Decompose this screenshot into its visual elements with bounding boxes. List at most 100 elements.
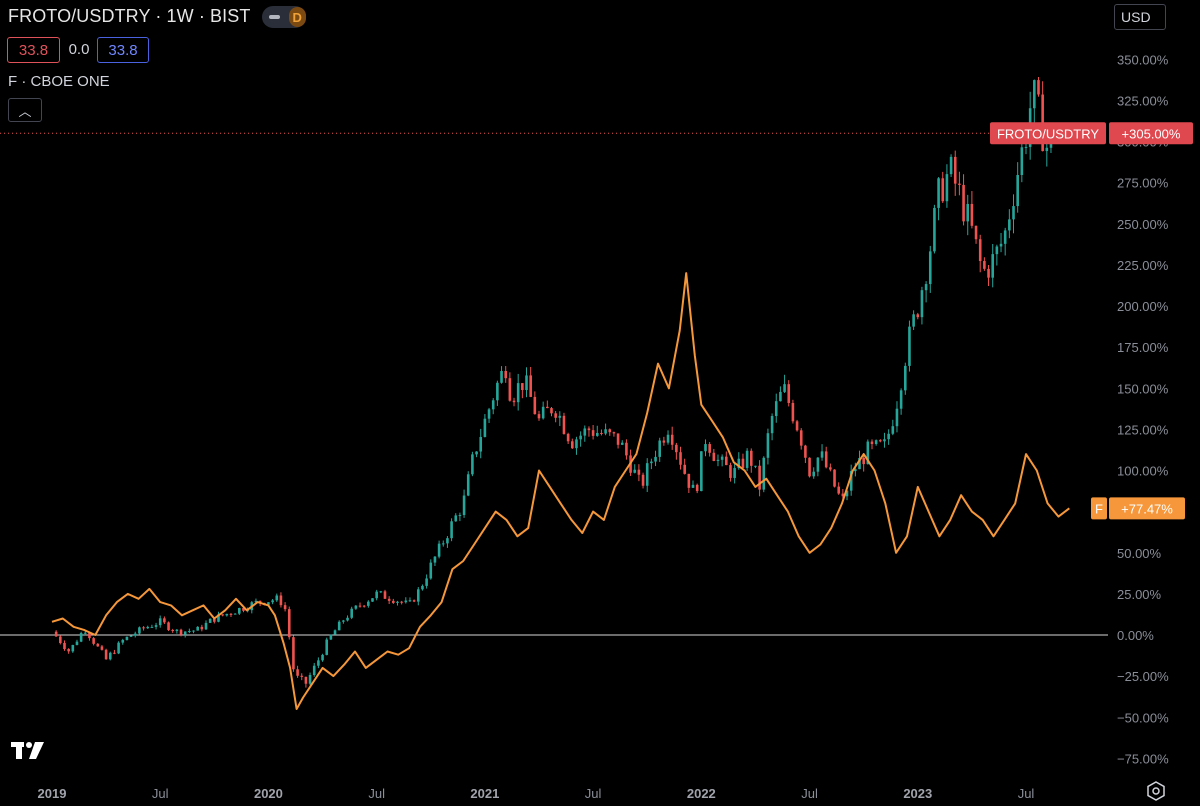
candle-body — [604, 429, 607, 434]
candle-body — [600, 432, 603, 434]
candle-body — [487, 409, 491, 419]
candle-body — [204, 622, 208, 630]
candle-body — [158, 618, 162, 626]
x-tick-label: Jul — [1018, 786, 1035, 801]
y-tick-label: 275.00% — [1117, 176, 1169, 191]
candle-body — [225, 613, 229, 616]
bid-price-button[interactable]: 33.8 — [7, 37, 60, 63]
candle-body — [891, 426, 895, 434]
candle-body — [346, 617, 349, 621]
candle-body — [933, 207, 936, 252]
candle-body — [546, 406, 549, 409]
x-tick-label: Jul — [801, 786, 818, 801]
candle-body — [129, 635, 133, 637]
candle-body — [745, 450, 749, 468]
candle-body — [287, 609, 291, 638]
candle-body — [342, 620, 345, 622]
candle-body — [242, 608, 245, 611]
candle-body — [458, 514, 462, 516]
candle-body — [59, 636, 62, 643]
candle-body — [183, 631, 187, 635]
y-tick-label: 0.00% — [1117, 628, 1154, 643]
y-tick-label: 325.00% — [1117, 93, 1169, 108]
y-tick-label: 225.00% — [1117, 258, 1169, 273]
gear-icon[interactable] — [1146, 781, 1166, 806]
candle-body — [895, 408, 899, 427]
candle-body — [808, 457, 811, 477]
session-toggle[interactable]: D — [262, 6, 306, 28]
candle-body — [154, 625, 158, 627]
x-tick-label: Jul — [585, 786, 602, 801]
candle-body — [254, 600, 258, 603]
collapse-legend-button[interactable]: ︿ — [8, 98, 42, 122]
y-tick-label: 25.00% — [1117, 587, 1162, 602]
candle-body — [558, 415, 562, 418]
candle-body — [575, 439, 578, 449]
candle-body — [512, 400, 516, 403]
candle-body — [121, 639, 125, 643]
candle-body — [192, 630, 195, 632]
candle-body — [296, 669, 299, 676]
candle-body — [550, 408, 553, 414]
candle-body — [367, 601, 370, 606]
y-tick-label: 150.00% — [1117, 381, 1169, 396]
candle-body — [978, 239, 982, 262]
candle-body — [400, 601, 403, 603]
candle-body — [608, 429, 612, 433]
candle-body — [337, 621, 341, 631]
candle-body — [371, 598, 374, 602]
candle-body — [271, 600, 274, 603]
x-tick-label: Jul — [368, 786, 385, 801]
candle-body — [358, 605, 362, 607]
spread-value: 0.0 — [68, 40, 90, 58]
candle-body — [754, 465, 757, 467]
candle-body — [949, 156, 953, 175]
y-tick-label: −25.00% — [1117, 669, 1169, 684]
candle-body — [71, 644, 75, 652]
symbol-title[interactable]: FROTO/USDTRY · 1W · BIST — [8, 6, 251, 26]
candle-body — [412, 600, 416, 602]
candle-body — [708, 444, 711, 453]
candle-body — [416, 589, 420, 602]
candle-body — [945, 174, 949, 202]
candle-body — [679, 452, 682, 465]
candle-body — [554, 413, 557, 418]
candle-body — [125, 636, 129, 640]
candle-body — [762, 457, 766, 490]
candle-body — [841, 493, 845, 497]
currency-button[interactable]: USD — [1114, 4, 1166, 30]
candle-body — [824, 451, 828, 468]
candle-body — [854, 469, 857, 472]
candle-body — [870, 441, 874, 445]
candle-body — [633, 469, 637, 473]
candle-body — [983, 261, 986, 269]
candle-body — [516, 383, 520, 403]
candle-body — [641, 474, 645, 486]
candle-body — [213, 618, 216, 622]
y-tick-label: 50.00% — [1117, 546, 1162, 561]
candle-body — [849, 471, 853, 491]
candle-body — [579, 435, 582, 440]
x-tick-label: 2023 — [903, 786, 932, 801]
candle-body — [700, 451, 703, 492]
candle-body — [508, 378, 512, 401]
toggle-knob-icon — [269, 15, 280, 19]
candle-body — [362, 605, 366, 607]
candle-body — [163, 618, 166, 623]
candle-body — [146, 626, 150, 629]
candle-body — [774, 401, 778, 417]
candle-body — [529, 375, 532, 397]
candle-body — [175, 629, 179, 631]
candle-body — [916, 314, 920, 318]
ask-price-button[interactable]: 33.8 — [97, 37, 149, 63]
candle-body — [970, 203, 974, 226]
candle-body — [999, 243, 1003, 247]
candle-body — [953, 156, 957, 184]
compare-indicator-label[interactable]: F · CBOE ONE — [8, 73, 110, 90]
candle-body — [471, 454, 474, 475]
candle-body — [912, 314, 915, 327]
candle-body — [196, 626, 199, 631]
y-tick-label: 250.00% — [1117, 217, 1169, 232]
candle-body — [491, 400, 495, 410]
